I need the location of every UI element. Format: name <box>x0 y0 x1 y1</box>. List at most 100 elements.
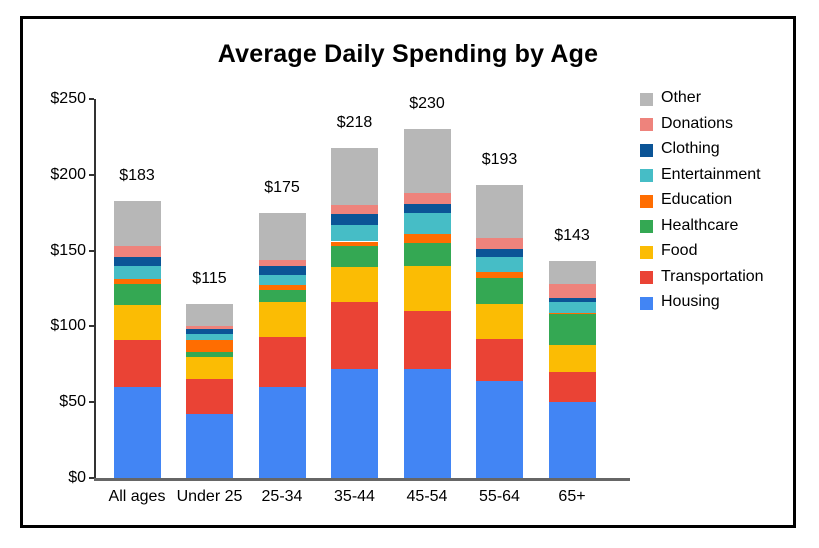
x-category-label: All ages <box>108 488 166 505</box>
bar-segment-food <box>258 302 306 337</box>
bar-segment-donations <box>548 283 596 298</box>
bar-total-label: $175 <box>264 178 300 196</box>
bar-segment-education <box>331 241 378 247</box>
y-tick-label: $50 <box>59 393 86 411</box>
y-axis-line <box>94 99 96 478</box>
legend-swatch-other-icon <box>640 92 653 106</box>
bar-segment-healthcare <box>258 290 306 303</box>
bar-segment-food <box>113 305 161 341</box>
bar-segment-healthcare <box>331 246 378 268</box>
bar-segment-transportation <box>548 371 596 403</box>
bar-segment-education <box>548 312 596 315</box>
x-category-label: 25-34 <box>261 488 303 505</box>
legend-label: Clothing <box>661 140 720 157</box>
bar-segment-transportation <box>476 338 523 381</box>
y-axis-tick <box>89 98 94 100</box>
bar-segment-housing <box>331 368 378 478</box>
bar-total-label: $218 <box>336 113 373 131</box>
chart-title: Average Daily Spending by Age <box>217 40 599 68</box>
legend-swatch-entertainment-icon <box>640 169 653 182</box>
bar-segment-housing <box>476 380 523 478</box>
bar-segment-clothing <box>476 249 523 257</box>
bar-segment-healthcare <box>476 277 523 304</box>
legend-swatch-housing-icon <box>640 296 653 310</box>
bar-segment-entertainment <box>403 212 451 234</box>
legend-swatch-donations-icon <box>640 118 653 131</box>
legend-swatch-food-icon <box>640 245 653 259</box>
bar-segment-education <box>403 233 451 244</box>
bar-segment-housing <box>258 387 306 478</box>
x-category-label: 35-44 <box>334 488 375 505</box>
bar-segment-other <box>186 303 233 327</box>
bar-segment-entertainment <box>476 256 523 272</box>
bar-segment-housing <box>403 368 451 478</box>
bar-segment-donations <box>113 246 161 257</box>
bar-segment-clothing <box>186 329 233 334</box>
y-axis-tick <box>89 325 94 328</box>
legend-swatch-transportation-icon <box>640 271 653 284</box>
legend-label: Education <box>661 191 733 208</box>
y-tick-label: $100 <box>50 317 86 335</box>
bar-segment-entertainment <box>113 265 161 280</box>
bar-segment-food <box>331 267 378 303</box>
bar-segment-education <box>186 340 233 353</box>
bar-segment-transportation <box>186 379 233 415</box>
bar-segment-clothing <box>403 203 451 213</box>
bar-segment-entertainment <box>186 333 233 341</box>
legend-label: Entertainment <box>661 165 761 183</box>
y-axis-tick <box>89 477 94 479</box>
legend-label: Donations <box>661 114 734 132</box>
bar-segment-clothing <box>113 256 161 266</box>
bar-segment-entertainment <box>548 302 596 313</box>
bar-segment-clothing <box>331 214 378 225</box>
bar-segment-education <box>258 285 306 290</box>
bar-segment-transportation <box>331 302 378 369</box>
bar-total-label: $115 <box>192 269 227 287</box>
x-category-label: 45-54 <box>406 488 448 505</box>
bar-segment-transportation <box>403 311 451 369</box>
bar-segment-transportation <box>113 340 161 388</box>
bar-total-label: $143 <box>554 227 590 245</box>
bar-segment-donations <box>331 205 378 215</box>
bar-segment-other <box>258 212 306 260</box>
bar-segment-other <box>331 147 378 206</box>
x-axis-line <box>94 478 630 481</box>
bar-segment-education <box>113 279 161 284</box>
legend-label: Other <box>661 89 702 106</box>
bar-segment-other <box>113 200 161 247</box>
bar-segment-healthcare <box>113 283 161 306</box>
y-axis-tick <box>89 173 94 176</box>
legend-swatch-clothing-icon <box>640 143 653 157</box>
legend-swatch-education-icon <box>640 194 653 208</box>
bar-segment-clothing <box>258 265 306 275</box>
bar-segment-food <box>476 303 523 339</box>
legend-label: Transportation <box>661 267 764 285</box>
bar-segment-other <box>476 185 523 239</box>
bar-segment-food <box>403 265 451 312</box>
y-tick-label: $0 <box>68 469 86 486</box>
x-category-label: Under 25 <box>176 488 243 505</box>
bar-segment-healthcare <box>403 243 451 266</box>
bar-segment-housing <box>186 414 233 478</box>
y-tick-label: $250 <box>50 90 86 107</box>
bar-total-label: $230 <box>409 95 445 113</box>
bar-segment-donations <box>186 326 233 330</box>
bar-segment-donations <box>258 259 306 266</box>
bar-segment-housing <box>113 387 161 478</box>
bar-segment-donations <box>403 192 451 204</box>
bar-total-label: $183 <box>119 166 155 184</box>
bar-segment-clothing <box>548 297 596 303</box>
y-axis-tick <box>89 401 94 404</box>
legend-swatch-healthcare-icon <box>640 220 653 233</box>
x-category-label: 65+ <box>558 488 586 505</box>
bar-total-label: $193 <box>481 151 518 169</box>
bar-segment-other <box>403 129 451 193</box>
bar-segment-transportation <box>258 337 306 388</box>
bar-segment-food <box>548 344 596 372</box>
y-axis-tick <box>89 249 94 252</box>
bar-segment-education <box>476 271 523 278</box>
y-tick-label: $200 <box>50 165 86 183</box>
legend-label: Food <box>661 242 698 259</box>
